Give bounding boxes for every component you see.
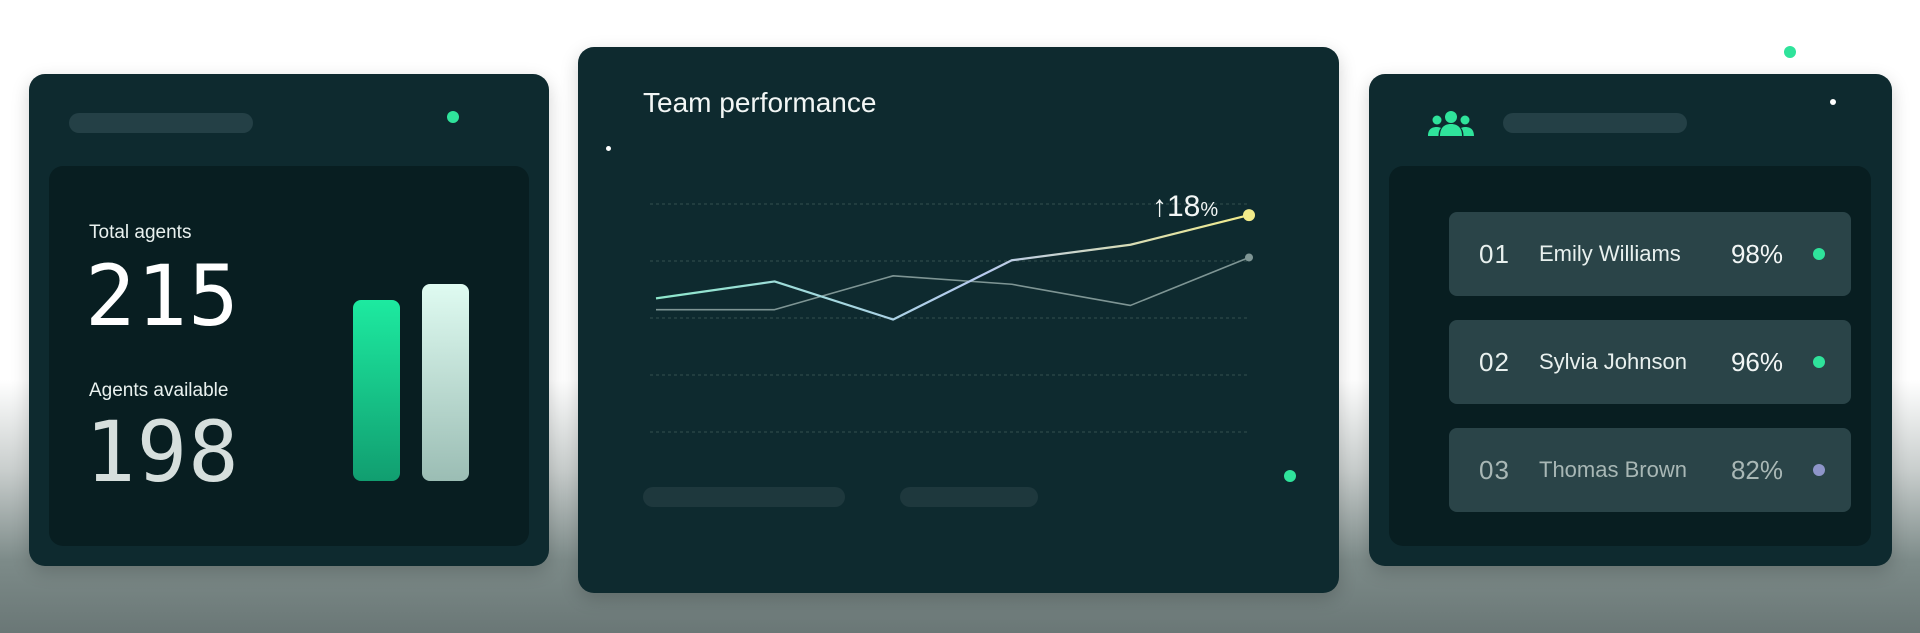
decorative-accent-dot bbox=[1284, 470, 1296, 482]
primary-series-line bbox=[655, 214, 1250, 321]
total-agents-label: Total agents bbox=[89, 222, 192, 243]
agents-stats-panel: Total agents 215 Agents available 198 bbox=[49, 166, 529, 546]
agents-available-value: 198 bbox=[85, 403, 240, 501]
team-leaderboard-card: 01 Emily Williams 98% 02 Sylvia Johnson … bbox=[1369, 74, 1892, 566]
primary-series-end-point bbox=[1243, 209, 1255, 222]
total-agents-bar bbox=[422, 284, 469, 481]
team-performance-card: Team performance ↑18% bbox=[578, 47, 1339, 593]
secondary-series-line bbox=[656, 256, 1250, 311]
chart-legend-placeholder-1 bbox=[643, 487, 845, 507]
row-rank: 03 bbox=[1479, 454, 1510, 485]
total-agents-value: 215 bbox=[85, 247, 240, 345]
agents-card-header-placeholder bbox=[69, 113, 253, 133]
leaderboard-row[interactable]: 03 Thomas Brown 82% bbox=[1449, 428, 1851, 512]
agents-card: Total agents 215 Agents available 198 bbox=[29, 74, 549, 566]
leaderboard-panel: 01 Emily Williams 98% 02 Sylvia Johnson … bbox=[1389, 166, 1871, 546]
performance-line-chart: ↑18% bbox=[650, 190, 1255, 433]
decorative-dot bbox=[606, 146, 611, 151]
row-rank: 01 bbox=[1479, 238, 1510, 269]
row-score: 98% bbox=[1730, 238, 1783, 269]
row-status-dot bbox=[1813, 464, 1825, 476]
leaderboard-row[interactable]: 02 Sylvia Johnson 96% bbox=[1449, 320, 1851, 404]
floating-accent-dot bbox=[1784, 46, 1796, 58]
row-rank: 02 bbox=[1479, 346, 1510, 377]
secondary-series-end-point bbox=[1245, 253, 1253, 262]
leaderboard-row[interactable]: 01 Emily Williams 98% bbox=[1449, 212, 1851, 296]
agents-available-label: Agents available bbox=[89, 380, 229, 401]
row-score: 82% bbox=[1730, 454, 1783, 485]
team-card-header-placeholder bbox=[1503, 113, 1687, 133]
change-unit: % bbox=[1200, 199, 1218, 221]
chart-legend-placeholder-2 bbox=[900, 487, 1038, 507]
row-score: 96% bbox=[1730, 346, 1783, 377]
agents-available-bar bbox=[353, 299, 400, 481]
row-agent-name: Thomas Brown bbox=[1539, 457, 1687, 482]
row-agent-name: Emily Williams bbox=[1539, 241, 1681, 266]
status-indicator-dot bbox=[447, 111, 459, 123]
change-value: 18 bbox=[1167, 190, 1200, 223]
chart-title: Team performance bbox=[643, 87, 877, 118]
change-arrow: ↑ bbox=[1152, 190, 1167, 223]
row-status-dot bbox=[1813, 356, 1825, 368]
floating-white-dot bbox=[1830, 99, 1836, 105]
team-icon bbox=[1428, 111, 1474, 136]
chart-gridlines bbox=[650, 203, 1250, 433]
row-agent-name: Sylvia Johnson bbox=[1539, 349, 1687, 374]
change-annotation: ↑18% bbox=[1152, 190, 1218, 223]
row-status-dot bbox=[1813, 248, 1825, 260]
